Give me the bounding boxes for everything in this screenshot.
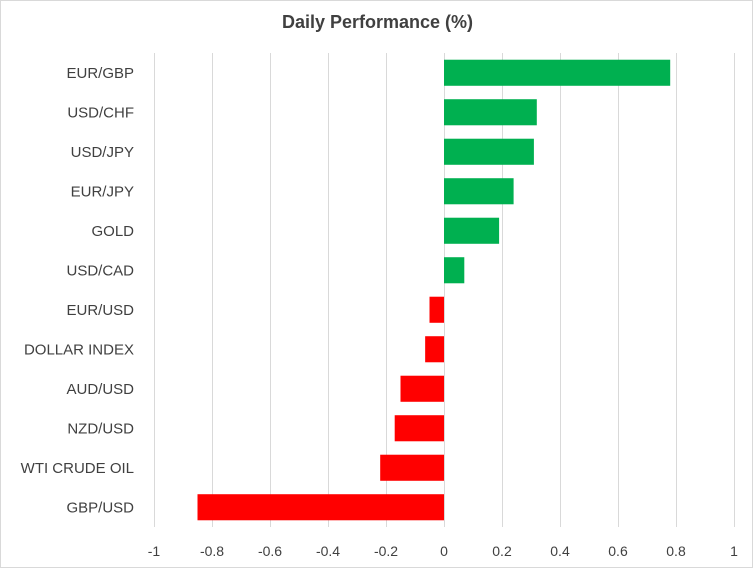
category-label: EUR/GBP	[66, 65, 134, 82]
bar	[444, 99, 537, 126]
x-tick-label: -0.8	[200, 543, 224, 559]
x-tick-labels: -1 -0.8 -0.6 -0.4 -0.2 0 0.2 0.4 0.6 0.8 1	[148, 543, 738, 559]
x-tick-label: -0.4	[316, 543, 340, 559]
bar	[444, 257, 465, 284]
category-label: GOLD	[91, 223, 134, 240]
bar	[400, 375, 444, 402]
category-labels: EUR/GBP USD/CHF USD/JPY EUR/JPY GOLD USD/CAD E…	[21, 65, 135, 517]
category-label: USD/JPY	[71, 144, 134, 161]
x-tick-label: 0.2	[492, 543, 512, 559]
x-tick-label: -0.2	[374, 543, 398, 559]
gridlines	[154, 53, 735, 527]
bar	[197, 494, 444, 521]
category-label: GBP/USD	[66, 499, 134, 516]
x-tick-label: 0	[440, 543, 448, 559]
bar	[429, 296, 444, 323]
x-tick-label: 0.8	[666, 543, 686, 559]
category-label: NZD/USD	[67, 420, 134, 437]
category-label: USD/CHF	[67, 104, 134, 121]
bar	[444, 178, 514, 205]
bar	[444, 59, 671, 86]
category-label: DOLLAR INDEX	[24, 341, 134, 358]
bars	[197, 59, 671, 521]
x-tick-label: 0.4	[550, 543, 570, 559]
x-tick-label: 1	[730, 543, 738, 559]
x-tick-label: 0.6	[608, 543, 628, 559]
x-tick-label: -1	[148, 543, 161, 559]
category-label: EUR/USD	[66, 302, 134, 319]
bar	[425, 336, 444, 363]
bar	[444, 138, 534, 165]
x-tick-label: -0.6	[258, 543, 282, 559]
chart-title: Daily Performance (%)	[281, 12, 474, 32]
category-label: WTI CRUDE OIL	[21, 460, 134, 477]
bar	[444, 217, 500, 244]
category-label: USD/CAD	[66, 262, 134, 279]
category-label: EUR/JPY	[71, 183, 134, 200]
bar	[394, 415, 444, 442]
category-label: AUD/USD	[66, 381, 134, 398]
bar	[380, 454, 444, 481]
